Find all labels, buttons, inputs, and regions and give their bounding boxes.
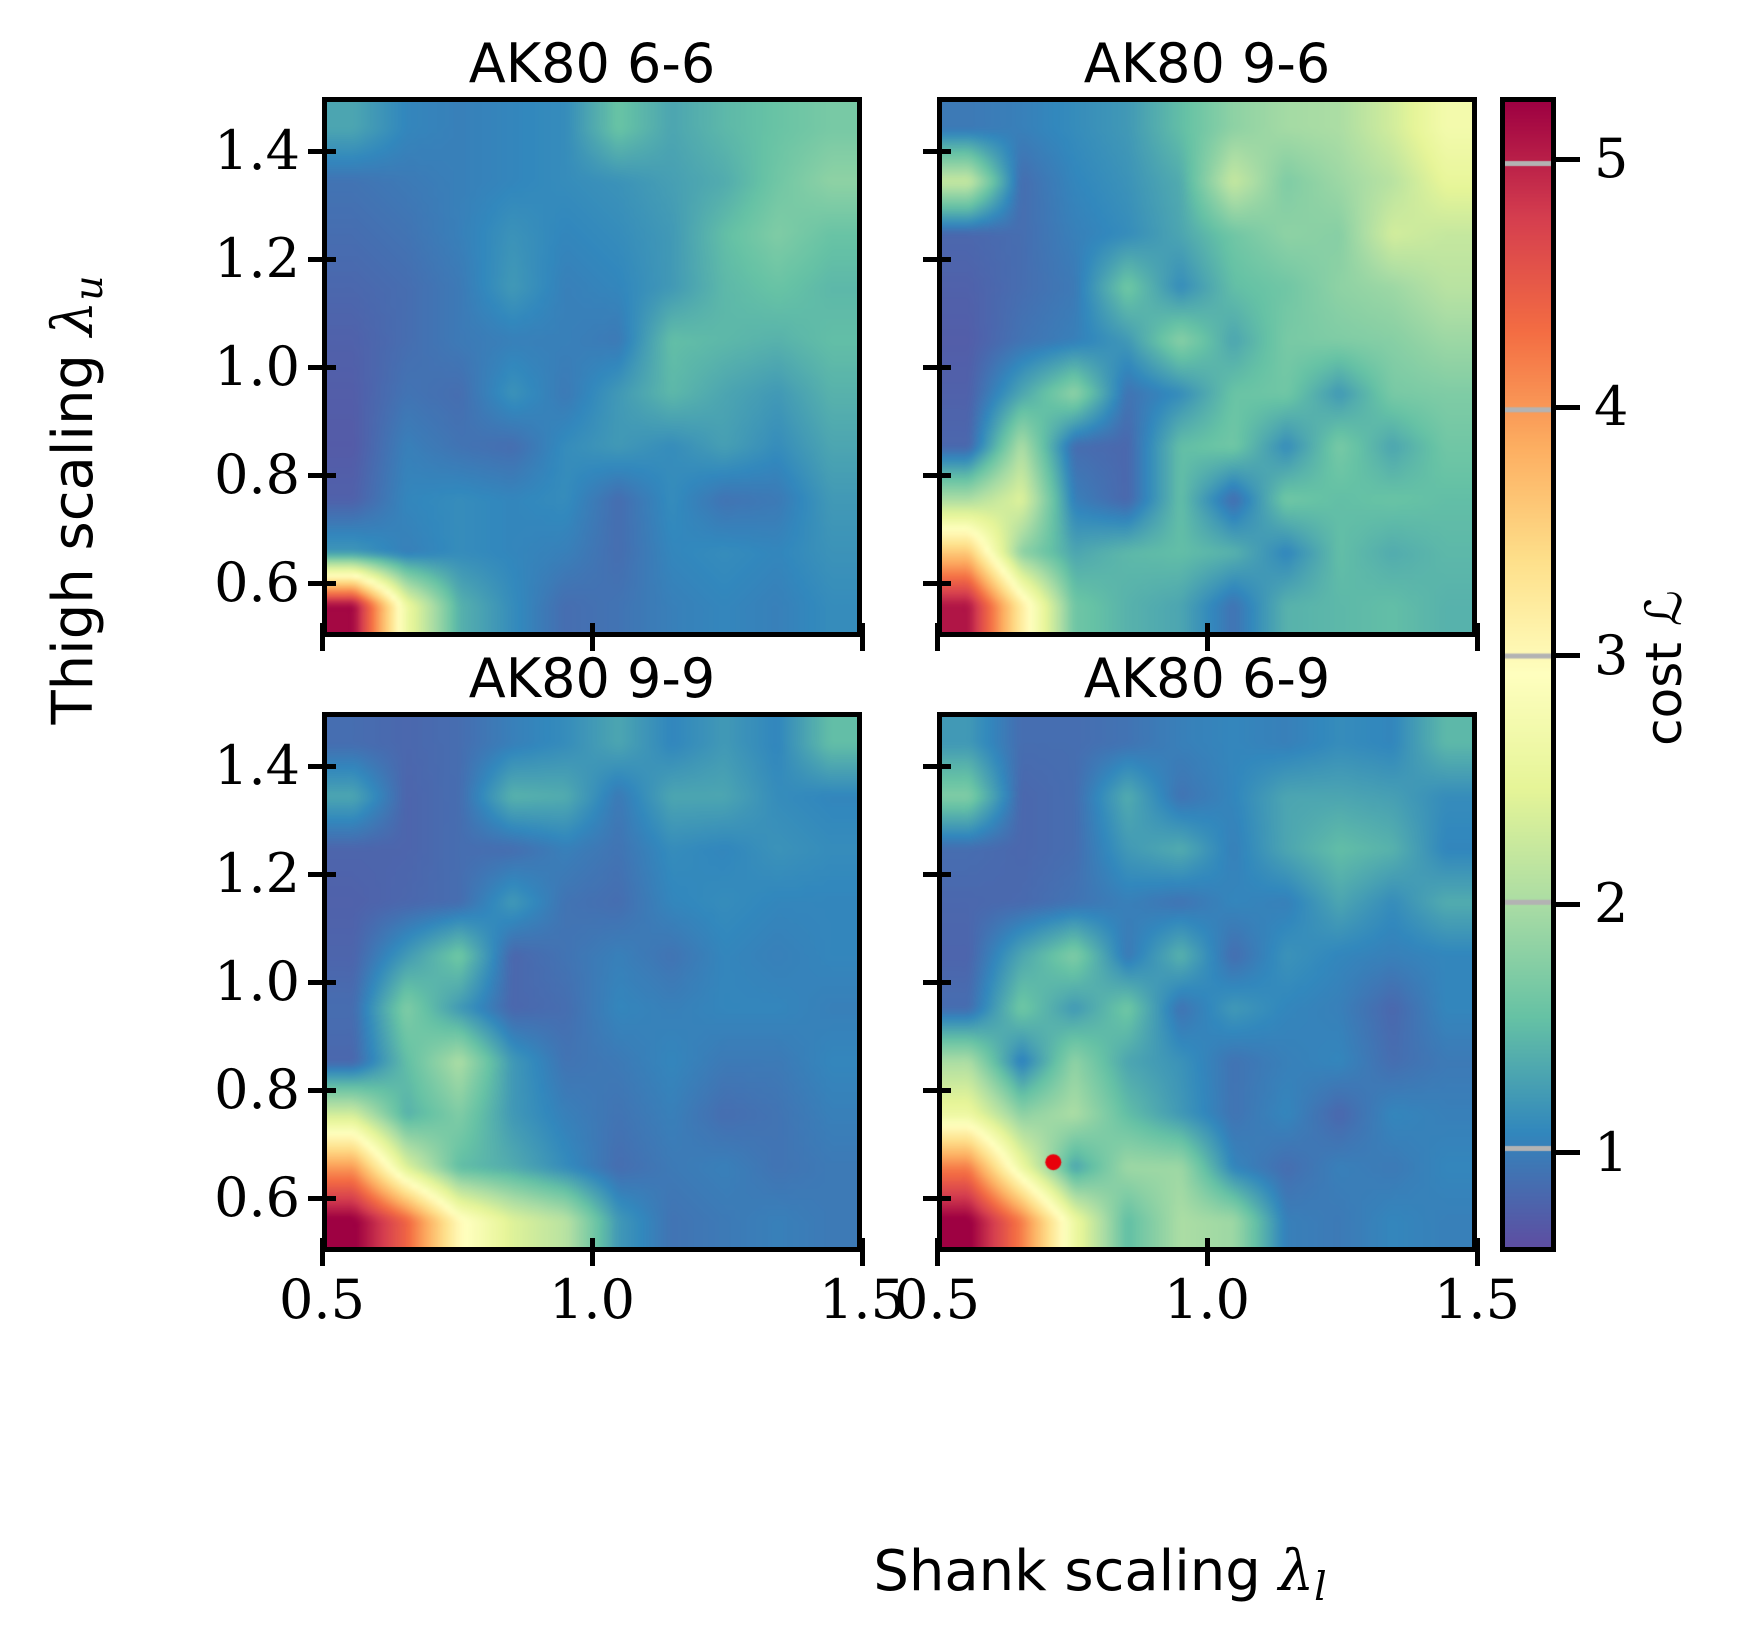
y-tick-mark: [308, 472, 336, 478]
y-tick-label: 1.4: [214, 119, 300, 182]
y-tick-label: 1.0: [214, 335, 300, 398]
x-tick-mark: [1474, 1238, 1480, 1266]
y-tick-mark: [923, 256, 951, 262]
colorbar-tick-label: 4: [1594, 375, 1629, 439]
colorbar-tick-label: 2: [1594, 872, 1629, 936]
x-tick-mark: [1204, 623, 1210, 651]
y-tick-mark: [923, 871, 951, 877]
subplot-title-ak80-6-6: AK80 6-6: [468, 32, 716, 95]
x-tick-mark: [934, 623, 940, 651]
y-tick-label: 1.2: [214, 842, 300, 905]
y-tick-mark: [923, 1087, 951, 1093]
heatmap-panel-ak80-6-6: [322, 97, 862, 637]
colorbar-tick-label: 1: [1594, 1120, 1629, 1184]
heatmap-panel-ak80-9-9: [322, 712, 862, 1252]
x-tick-label: 1.5: [1434, 1268, 1520, 1331]
y-tick-label: 0.6: [214, 1166, 300, 1229]
heatmap-canvas-ak80-6-6: [327, 102, 857, 632]
y-tick-mark: [308, 1195, 336, 1201]
y-tick-mark: [923, 364, 951, 370]
x-tick-label: 1.0: [1164, 1268, 1250, 1331]
y-tick-mark: [923, 979, 951, 985]
subplot-title-ak80-9-6: AK80 9-6: [1083, 32, 1331, 95]
colorbar-label-symbol: ℒ: [1635, 590, 1693, 627]
heatmap-panel-ak80-9-6: [937, 97, 1477, 637]
y-tick-mark: [923, 472, 951, 478]
x-tick-label: 1.5: [819, 1268, 905, 1331]
y-tick-mark: [308, 979, 336, 985]
y-tick-mark: [308, 256, 336, 262]
x-axis-label-symbol: λ: [1278, 1539, 1315, 1605]
colorbar-tick-label: 3: [1594, 623, 1629, 687]
heatmap-canvas-ak80-6-9: [942, 717, 1472, 1247]
colorbar-tick-mark: [1556, 404, 1580, 410]
x-tick-mark: [859, 1238, 865, 1266]
y-tick-label: 1.0: [214, 950, 300, 1013]
y-axis-label: Thigh scaling λu: [41, 275, 119, 724]
y-tick-mark: [308, 364, 336, 370]
y-tick-label: 0.8: [214, 443, 300, 506]
x-tick-label: 0.5: [279, 1268, 365, 1331]
x-tick-mark: [1204, 1238, 1210, 1266]
y-tick-mark: [923, 763, 951, 769]
colorbar-tick-mark: [1556, 1150, 1580, 1156]
y-tick-mark: [308, 580, 336, 586]
colorbar-tick-mark: [1556, 156, 1580, 162]
colorbar-tick-label: 5: [1594, 127, 1629, 191]
colorbar: [1500, 97, 1556, 1252]
x-tick-mark: [319, 1238, 325, 1266]
subplot-title-ak80-9-9: AK80 9-9: [468, 647, 716, 710]
x-axis-label-text: Shank scaling: [873, 1539, 1261, 1605]
x-axis-label-subscript: l: [1314, 1564, 1327, 1610]
y-axis-label-symbol: λ: [41, 300, 107, 337]
y-tick-mark: [923, 1195, 951, 1201]
subplot-title-ak80-6-9: AK80 6-9: [1083, 647, 1331, 710]
heatmap-panel-ak80-6-9: [937, 712, 1477, 1252]
x-tick-mark: [319, 623, 325, 651]
colorbar-tick-mark: [1556, 653, 1580, 659]
x-tick-label: 1.0: [549, 1268, 635, 1331]
y-tick-mark: [308, 1087, 336, 1093]
heatmap-canvas-ak80-9-9: [327, 717, 857, 1247]
y-tick-label: 1.4: [214, 734, 300, 797]
x-tick-label: 0.5: [894, 1268, 980, 1331]
x-tick-mark: [589, 1238, 595, 1266]
y-tick-mark: [923, 148, 951, 154]
y-tick-mark: [308, 148, 336, 154]
x-tick-mark: [1474, 623, 1480, 651]
y-tick-label: 0.6: [214, 551, 300, 614]
x-axis-label: Shank scaling λl: [873, 1543, 1326, 1617]
y-axis-label-text: Thigh scaling: [41, 354, 107, 725]
x-tick-mark: [589, 623, 595, 651]
y-tick-label: 0.8: [214, 1058, 300, 1121]
x-tick-mark: [859, 623, 865, 651]
y-tick-mark: [308, 763, 336, 769]
y-tick-mark: [308, 871, 336, 877]
y-tick-label: 1.2: [214, 227, 300, 290]
y-tick-mark: [923, 580, 951, 586]
colorbar-tick-mark: [1556, 901, 1580, 907]
y-axis-label-subscript: u: [66, 275, 112, 301]
x-tick-mark: [934, 1238, 940, 1266]
colorbar-gradient: [1505, 102, 1551, 1247]
heatmap-canvas-ak80-9-6: [942, 102, 1472, 632]
